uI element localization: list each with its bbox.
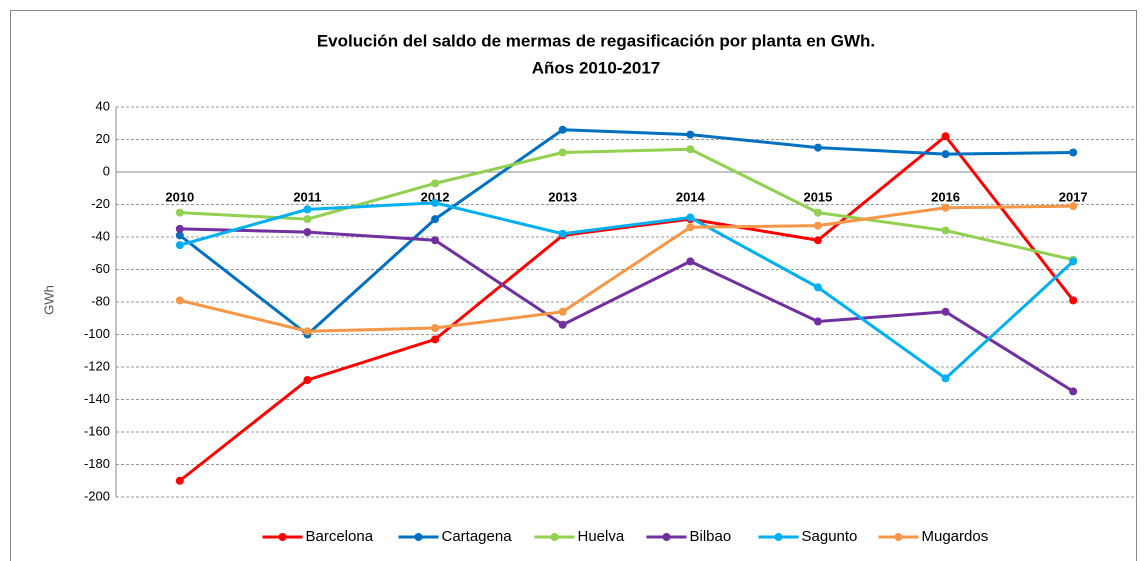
data-point [558,320,567,329]
legend-label: Barcelona [306,528,374,545]
data-point [431,324,440,332]
data-point [175,231,184,240]
data-point [303,327,312,336]
data-point [686,257,695,266]
data-point [175,241,184,250]
series-line [179,204,1074,333]
data-point [558,229,567,238]
y-axis-label: GWh [41,285,56,315]
y-tick-label: -200 [84,488,110,503]
y-tick-label: 20 [96,131,110,146]
data-point [431,198,440,207]
data-point [303,215,312,224]
data-point [558,307,567,316]
data-point [1069,148,1078,157]
data-point [175,296,184,305]
data-point [686,213,695,222]
data-point [813,283,822,292]
y-tick-label: 40 [96,98,110,113]
x-tick-label: 2012 [421,189,450,204]
series-line [179,147,1074,262]
legend-label: Sagunto [802,528,858,545]
legend-label: Mugardos [922,528,989,545]
y-tick-label: -20 [91,196,110,211]
x-tick-label: 2011 [293,189,321,204]
chart-border [10,10,1137,561]
data-point [686,223,695,232]
data-point [686,130,695,139]
data-point [431,215,440,224]
data-point [813,236,822,245]
y-tick-label: -80 [91,293,110,308]
legend-marker [894,533,903,541]
series-line [179,227,1074,393]
chart-subtitle: Años 2010-2017 [532,58,661,77]
data-point [941,307,950,316]
legend-label: Huelva [578,528,625,545]
data-point [1069,257,1078,266]
legend-marker [774,533,783,541]
data-point [431,179,440,188]
y-tick-label: -100 [84,326,110,341]
legend-label: Bilbao [690,528,732,545]
data-point [558,125,567,134]
data-point [941,150,950,159]
x-tick-label: 2015 [803,189,832,204]
x-tick-label: 2017 [1059,189,1088,204]
series-line [179,201,1075,380]
y-tick-label: -160 [84,423,110,438]
legend-marker [550,533,559,541]
y-tick-label: -120 [84,358,110,373]
y-tick-label: -180 [84,456,110,471]
data-point [941,132,950,141]
x-tick-label: 2016 [931,189,960,204]
y-tick-label: 0 [103,163,110,178]
legend-marker [414,533,423,541]
data-point [813,143,822,152]
data-point [431,335,440,344]
data-point [175,208,184,217]
data-point [941,203,950,212]
data-point [175,476,184,485]
legend-marker [278,533,287,541]
legend-marker [662,533,671,541]
series-line [178,128,1074,336]
y-tick-label: -60 [91,261,110,276]
chart-title: Evolución del saldo de mermas de regasif… [317,31,875,50]
data-point [303,228,312,237]
data-point [941,374,950,383]
data-point [175,224,184,233]
data-point [813,317,822,326]
data-point [686,145,695,154]
y-tick-label: -140 [84,391,110,406]
x-tick-label: 2014 [676,189,706,204]
data-point [941,226,950,235]
data-point [813,221,822,230]
data-point [813,208,822,217]
data-point [1069,296,1078,305]
data-point [1069,202,1078,211]
data-point [558,148,567,157]
data-point [431,236,440,245]
data-point [1069,387,1078,396]
y-tick-label: -40 [91,228,110,243]
x-tick-label: 2013 [548,189,577,204]
data-point [303,205,312,214]
data-point [303,376,312,384]
legend-label: Cartagena [442,528,513,545]
x-tick-label: 2010 [165,189,194,204]
